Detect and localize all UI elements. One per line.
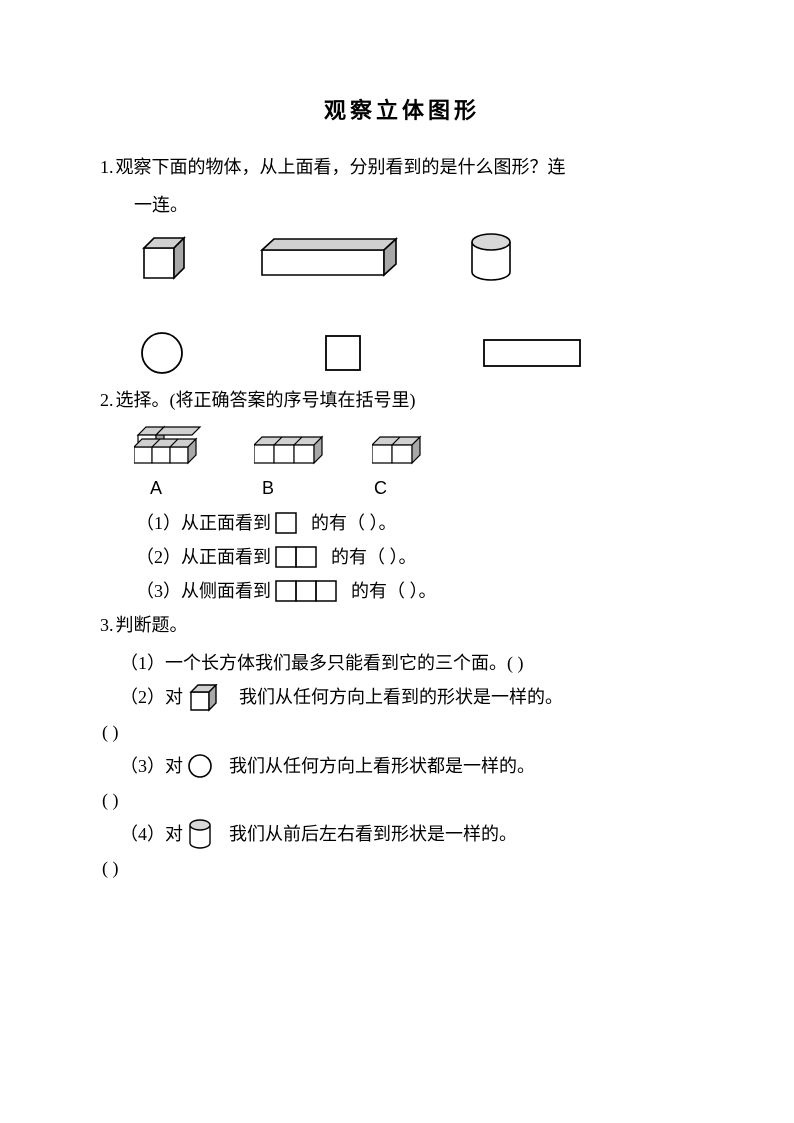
q3-sub1: （1）一个长方体我们最多只能看到它的三个面。( ) bbox=[120, 646, 704, 680]
q2-num: 2. bbox=[100, 383, 114, 417]
worksheet-page: 观察立体图形 1. 观察下面的物体，从上面看，分别看到的是什么图形？连 一连。 bbox=[0, 0, 794, 886]
small-cube-icon bbox=[187, 684, 223, 712]
q2-text: 选择。(将正确答案的序号填在括号里) bbox=[116, 383, 416, 417]
q3s4b: 我们从前后左右看到形状是一样的。 bbox=[229, 817, 517, 851]
three-squares-icon bbox=[275, 580, 337, 602]
choice-b-icon bbox=[254, 435, 332, 467]
label-c: C bbox=[374, 471, 387, 505]
q2s3-num: （3） bbox=[136, 574, 181, 608]
q3-sub2: （2）对 我们从任何方向上看到的形状是一样的。 bbox=[120, 680, 680, 714]
label-b: B bbox=[262, 471, 274, 505]
q3s4-paren: ( ) bbox=[102, 851, 704, 885]
page-title: 观察立体图形 bbox=[100, 90, 704, 132]
q2s1-num: （1） bbox=[136, 506, 181, 540]
q3s4a: （4）对 bbox=[120, 817, 183, 851]
q3s3-paren: ( ) bbox=[102, 783, 704, 817]
cube-icon bbox=[134, 233, 194, 283]
small-cylinder-icon bbox=[187, 818, 213, 850]
cylinder-icon bbox=[464, 230, 519, 285]
question-2: 2. 选择。(将正确答案的序号填在括号里) bbox=[100, 383, 704, 417]
q2s3-pre: 从侧面看到 bbox=[181, 574, 271, 608]
q3s2-paren: ( ) bbox=[102, 715, 704, 749]
q3s2a: （2）对 bbox=[120, 680, 183, 714]
q1-text-b: 一连。 bbox=[134, 188, 704, 222]
label-a: A bbox=[150, 471, 162, 505]
rectangle-icon bbox=[482, 338, 582, 368]
q3-sub4: （4）对 我们从前后左右看到形状是一样的。 bbox=[120, 817, 680, 851]
q1-2d-shapes-row bbox=[140, 331, 704, 375]
q2-sub2: （2） 从正面看到 的有（ ）。 bbox=[136, 540, 704, 574]
choice-c-icon bbox=[372, 435, 430, 467]
q1-text-a: 观察下面的物体，从上面看，分别看到的是什么图形？连 bbox=[116, 150, 566, 184]
cuboid-icon bbox=[254, 235, 404, 280]
q2s2-post: 的有（ ）。 bbox=[331, 540, 417, 574]
circle-icon bbox=[140, 331, 184, 375]
q2-labels: A B C bbox=[150, 471, 704, 505]
q2s3-post: 的有（ ）。 bbox=[351, 574, 437, 608]
square-icon bbox=[324, 334, 362, 372]
q2-sub3: （3） 从侧面看到 的有（ ）。 bbox=[136, 574, 704, 608]
q2s2-num: （2） bbox=[136, 540, 181, 574]
small-circle-icon bbox=[187, 753, 213, 779]
two-squares-icon bbox=[275, 546, 317, 568]
q3-sub3: （3）对 我们从任何方向上看形状都是一样的。 bbox=[120, 749, 680, 783]
q3-num: 3. bbox=[100, 608, 114, 642]
q3s3a: （3）对 bbox=[120, 749, 183, 783]
choice-a-icon bbox=[134, 425, 214, 467]
q2s1-pre: 从正面看到 bbox=[181, 506, 271, 540]
question-3: 3. 判断题。 bbox=[100, 608, 704, 642]
q2s2-pre: 从正面看到 bbox=[181, 540, 271, 574]
q2-sub1: （1） 从正面看到 的有（ ）。 bbox=[136, 506, 704, 540]
q2s1-post: 的有（ ）。 bbox=[311, 506, 397, 540]
one-square-icon bbox=[275, 512, 297, 534]
q3s2b: 我们从任何方向上看到的形状是一样的。 bbox=[239, 680, 563, 714]
q2-choices bbox=[134, 425, 704, 467]
q1-num: 1. bbox=[100, 150, 114, 184]
q1-3d-shapes-row bbox=[134, 230, 704, 285]
spacer bbox=[100, 293, 704, 323]
question-1: 1. 观察下面的物体，从上面看，分别看到的是什么图形？连 bbox=[100, 150, 704, 184]
q3-text: 判断题。 bbox=[116, 608, 188, 642]
q3s3b: 我们从任何方向上看形状都是一样的。 bbox=[229, 749, 535, 783]
